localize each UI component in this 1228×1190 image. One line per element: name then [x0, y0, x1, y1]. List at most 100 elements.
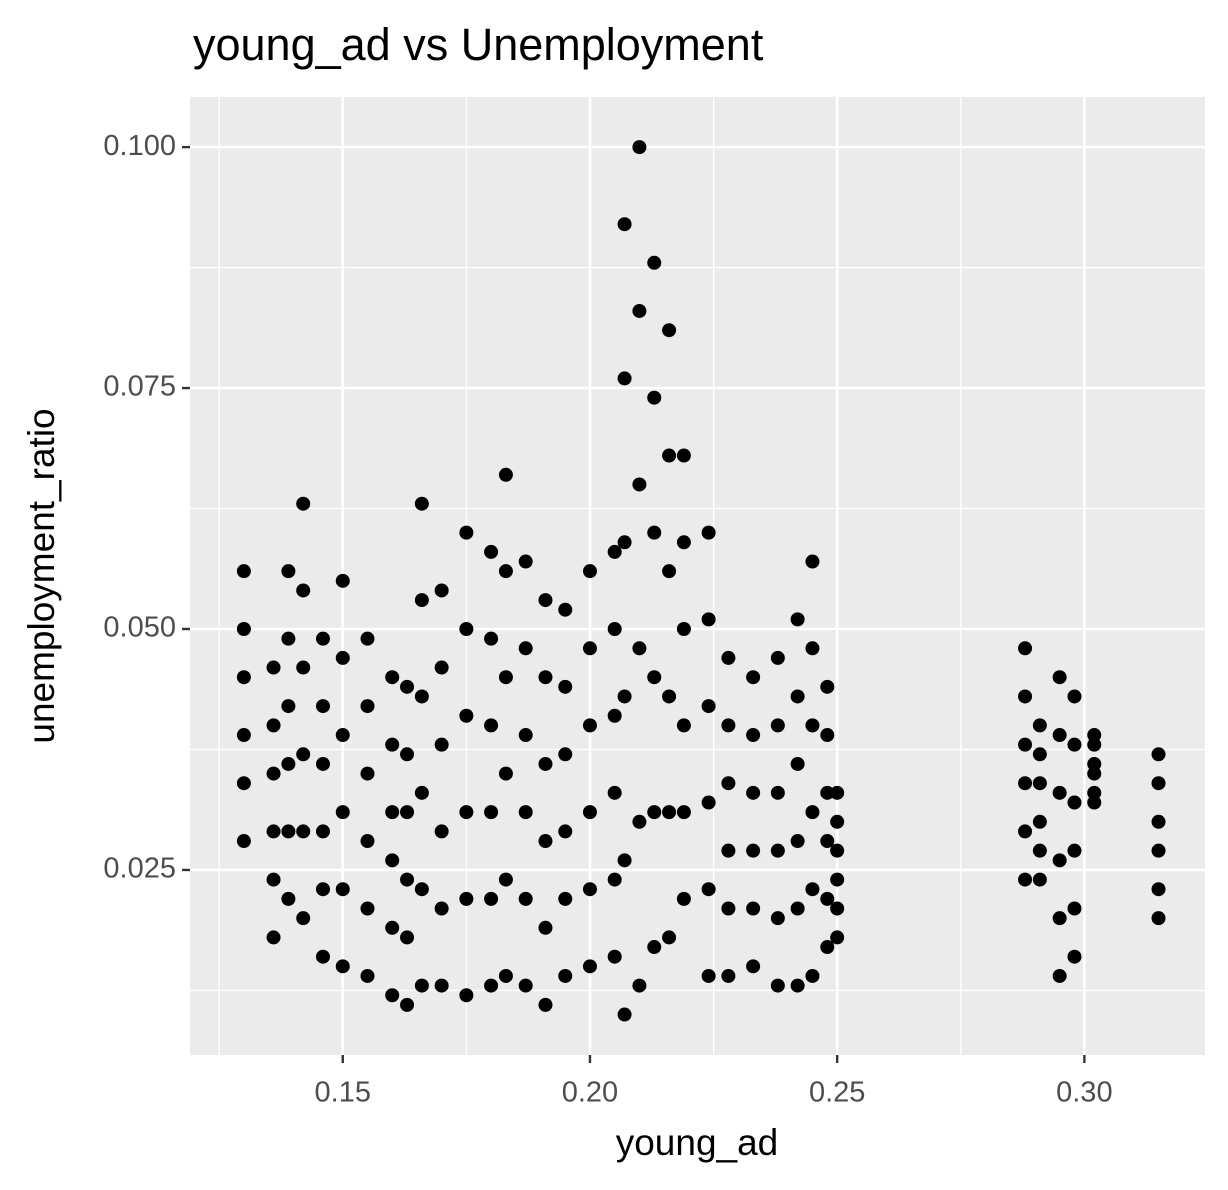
- point: [558, 968, 573, 983]
- point: [1067, 949, 1082, 964]
- point: [676, 535, 691, 550]
- point: [1087, 785, 1102, 800]
- point: [296, 911, 311, 926]
- point: [1018, 872, 1033, 887]
- point: [632, 814, 647, 829]
- point: [830, 785, 845, 800]
- point: [1018, 776, 1033, 791]
- point: [296, 583, 311, 598]
- point: [236, 564, 251, 579]
- point: [1067, 737, 1082, 752]
- point: [701, 525, 716, 540]
- point: [721, 776, 736, 791]
- point: [820, 785, 835, 800]
- points: [236, 140, 1166, 1022]
- point: [400, 872, 415, 887]
- point: [281, 631, 296, 646]
- point: [830, 930, 845, 945]
- point: [632, 641, 647, 656]
- point: [1052, 670, 1067, 685]
- point: [335, 805, 350, 820]
- point: [434, 737, 449, 752]
- point: [1032, 747, 1047, 762]
- point: [1087, 737, 1102, 752]
- point: [281, 891, 296, 906]
- point: [315, 699, 330, 714]
- chart-title: young_ad vs Unemployment: [193, 19, 764, 70]
- x-tick-label: 0.20: [562, 1077, 618, 1109]
- point: [701, 795, 716, 810]
- point: [1052, 911, 1067, 926]
- point: [790, 901, 805, 916]
- point: [400, 805, 415, 820]
- point: [538, 834, 553, 849]
- point: [1032, 814, 1047, 829]
- point: [647, 940, 662, 955]
- point: [335, 959, 350, 974]
- point: [632, 140, 647, 155]
- point: [1032, 843, 1047, 858]
- point: [770, 718, 785, 733]
- point: [830, 843, 845, 858]
- point: [770, 911, 785, 926]
- point: [746, 901, 761, 916]
- point: [484, 544, 499, 559]
- point: [266, 718, 281, 733]
- point: [400, 679, 415, 694]
- point: [266, 766, 281, 781]
- point: [266, 660, 281, 675]
- point: [1087, 766, 1102, 781]
- point: [335, 650, 350, 665]
- point: [266, 872, 281, 887]
- point: [790, 612, 805, 627]
- point: [770, 785, 785, 800]
- point: [701, 699, 716, 714]
- point: [701, 968, 716, 983]
- point: [746, 728, 761, 743]
- point: [632, 978, 647, 993]
- point: [617, 1007, 632, 1022]
- point: [607, 622, 622, 637]
- point: [1087, 728, 1102, 743]
- point: [236, 728, 251, 743]
- point: [617, 371, 632, 386]
- point: [558, 679, 573, 694]
- point: [538, 593, 553, 608]
- point: [414, 785, 429, 800]
- point: [434, 583, 449, 598]
- point: [558, 747, 573, 762]
- point: [315, 824, 330, 839]
- point: [721, 650, 736, 665]
- x-tick-label: 0.30: [1056, 1077, 1112, 1109]
- point: [607, 708, 622, 723]
- point: [607, 949, 622, 964]
- point: [805, 968, 820, 983]
- point: [484, 978, 499, 993]
- point: [434, 901, 449, 916]
- point: [770, 978, 785, 993]
- point: [617, 853, 632, 868]
- point: [558, 602, 573, 617]
- point: [498, 564, 513, 579]
- point: [385, 920, 400, 935]
- point: [1052, 853, 1067, 868]
- point: [830, 814, 845, 829]
- y-tick-label: 0.075: [103, 371, 176, 403]
- point: [1151, 911, 1166, 926]
- point: [296, 660, 311, 675]
- point: [830, 872, 845, 887]
- point: [385, 988, 400, 1003]
- point: [360, 834, 375, 849]
- point: [1151, 843, 1166, 858]
- point: [676, 718, 691, 733]
- point: [647, 255, 662, 270]
- point: [400, 930, 415, 945]
- point: [790, 834, 805, 849]
- point: [459, 988, 474, 1003]
- point: [459, 891, 474, 906]
- point: [647, 390, 662, 405]
- point: [617, 535, 632, 550]
- point: [538, 920, 553, 935]
- point: [434, 660, 449, 675]
